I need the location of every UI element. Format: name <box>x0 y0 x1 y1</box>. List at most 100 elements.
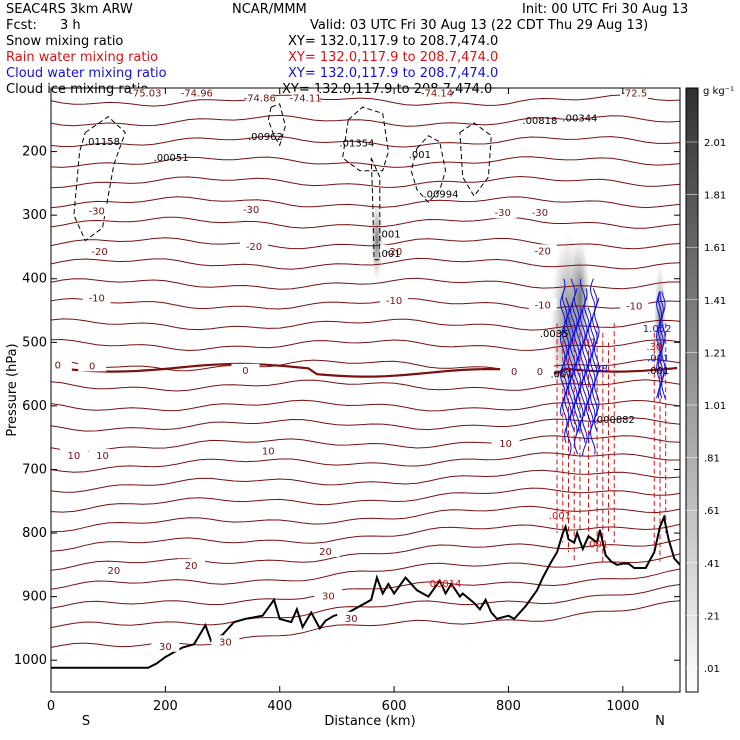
max-label: .001 <box>549 511 571 522</box>
y-tick-label: 800 <box>22 526 47 541</box>
snow-contour <box>370 157 381 261</box>
isotherm-line <box>51 417 680 432</box>
isotherm-line <box>51 277 680 290</box>
colorbar-tick-label: .01 <box>704 664 720 675</box>
y-tick-label: 300 <box>22 208 47 223</box>
x-axis: 0 200 400 600 800 1000 <box>47 88 639 714</box>
cloud-water-contour <box>559 278 566 417</box>
cloud-water-contour <box>583 297 590 417</box>
colorbar-tick-label: .61 <box>704 506 720 517</box>
plot-area: -75.03 -74.96 -74.86 -74.11 -74.14 -72.5 -30 -3… <box>51 88 680 669</box>
isotherm-label: 10 <box>499 439 512 450</box>
isotherm-label: 10 <box>96 451 109 462</box>
isotherm-label: 30 <box>322 592 335 603</box>
isotherm-label-bg <box>245 91 274 104</box>
isotherm-line <box>51 553 680 590</box>
max-label: .001 <box>586 540 608 551</box>
isotherm-label-bg <box>99 564 128 577</box>
colorbar: g kg⁻¹ 2.01 1.81 1.61 1.41 1.21 1.01 .81 .61 .41… <box>685 86 734 693</box>
legend-cloud-label: Cloud water mixing ratio <box>6 66 167 81</box>
isotherm-label-bg <box>231 363 260 376</box>
isotherm-label-bg <box>78 359 107 372</box>
isotherm-label: 20 <box>319 547 332 558</box>
max-label: .01 <box>581 337 597 348</box>
legend-rain-xy: XY= 132.0,117.9 to 208.7,474.0 <box>288 50 498 65</box>
isotherm-label-bg <box>151 639 180 652</box>
cloud-water-contour <box>593 297 600 432</box>
colorbar-tick-label: 1.41 <box>704 296 726 307</box>
isotherm-line <box>51 94 680 107</box>
max-label: .00051 <box>154 153 189 164</box>
isotherm-line <box>51 338 680 352</box>
isotherm-label: -20 <box>535 246 551 257</box>
isotherm-line <box>51 584 680 629</box>
isotherm-label-bg <box>500 365 529 378</box>
isotherm-line <box>51 523 680 552</box>
isotherm-label: -20 <box>386 247 402 258</box>
legend: Snow mixing ratio XY= 132.0,117.9 to 208… <box>6 34 498 97</box>
isotherm-label: 0 <box>511 367 517 378</box>
fcst-value: 3 h <box>60 18 81 33</box>
isotherm-label-bg <box>239 239 268 252</box>
isotherm-line <box>51 538 680 571</box>
isotherm-label: -20 <box>246 242 262 253</box>
max-label: .001 <box>409 150 431 161</box>
max-label: .00962 <box>248 132 283 143</box>
cloud-water-contour <box>589 278 596 455</box>
isotherm-label: -74.96 <box>181 89 213 100</box>
legend-snow-xy: XY= 132.0,117.9 to 208.7,474.0 <box>288 34 498 49</box>
isotherm-line <box>51 257 680 270</box>
x-tick-label: 1000 <box>606 699 639 714</box>
isotherm-label: -75.03 <box>129 89 161 100</box>
isotherm-line <box>51 379 680 392</box>
isotherm-label-bg <box>380 244 409 257</box>
isotherm-label-bg <box>311 545 340 558</box>
colorbar-tick-label: .21 <box>704 611 720 622</box>
org-title: NCAR/MMM <box>232 2 307 17</box>
isotherm-label: 0 <box>537 367 543 378</box>
x-tick-label: 600 <box>382 699 407 714</box>
isotherm-label-bg <box>51 358 72 371</box>
isotherm-line <box>51 175 680 189</box>
isotherm-label-bg <box>59 449 88 462</box>
colorbar-tick-label: .81 <box>704 454 720 465</box>
colorbar-tick-label: 1.21 <box>704 348 726 359</box>
isotherm-label-bg <box>491 436 520 449</box>
x-end-label-right: N <box>655 714 665 729</box>
max-label: .001 <box>647 353 669 364</box>
isotherm-label-bg <box>88 449 117 462</box>
isotherm-label: 20 <box>108 566 121 577</box>
isotherm-line <box>51 216 680 229</box>
isotherm-label-bg <box>488 206 517 219</box>
isotherm-label: -10 <box>535 300 551 311</box>
x-tick-label: 800 <box>496 699 521 714</box>
x-tick-label: 200 <box>153 699 178 714</box>
isotherm-label: 10 <box>262 447 275 458</box>
terrain-line <box>51 513 680 669</box>
x-axis-label: Distance (km) <box>324 714 415 729</box>
max-label: .38 <box>592 364 608 375</box>
isotherm-label-bg <box>82 291 111 304</box>
isotherm-label-bg <box>237 202 266 215</box>
x-tick-label: 0 <box>47 699 55 714</box>
legend-snow-label: Snow mixing ratio <box>6 34 123 49</box>
y-tick-label: 200 <box>22 145 47 160</box>
model-title: SEAC4RS 3km ARW <box>6 2 133 17</box>
isotherm-line <box>51 452 680 473</box>
colorbar-tick-label: .41 <box>704 559 720 570</box>
isotherm-label: -10 <box>386 296 402 307</box>
isotherm-label-bg <box>525 206 554 219</box>
cloud-water-contour <box>661 291 666 399</box>
isotherm-label: 10 <box>68 451 81 462</box>
max-label: .001 <box>378 249 400 260</box>
isotherm-label-bg <box>131 88 160 99</box>
isotherm-label: 30 <box>345 614 358 625</box>
isotherm-line <box>51 297 680 310</box>
isotherm-label: -30 <box>89 206 105 217</box>
legend-rain-label: Rain water mixing ratio <box>6 50 158 65</box>
cloud-water-contour <box>563 297 570 443</box>
isotherm-label: -74.11 <box>289 94 321 105</box>
max-label: .00818 <box>522 116 557 127</box>
